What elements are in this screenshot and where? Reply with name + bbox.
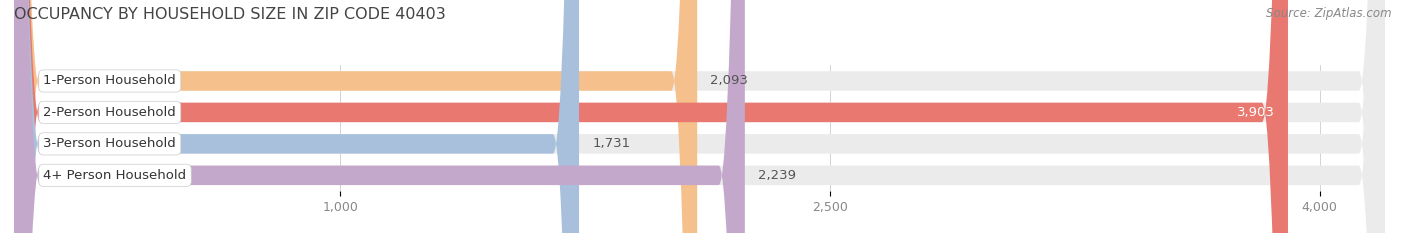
FancyBboxPatch shape xyxy=(14,0,1385,233)
FancyBboxPatch shape xyxy=(14,0,1385,233)
Text: Source: ZipAtlas.com: Source: ZipAtlas.com xyxy=(1267,7,1392,20)
Text: 1-Person Household: 1-Person Household xyxy=(44,75,176,87)
FancyBboxPatch shape xyxy=(14,0,1385,233)
Text: 3,903: 3,903 xyxy=(1237,106,1275,119)
Text: 3-Person Household: 3-Person Household xyxy=(44,137,176,150)
Text: 2,239: 2,239 xyxy=(758,169,796,182)
FancyBboxPatch shape xyxy=(14,0,579,233)
Text: 4+ Person Household: 4+ Person Household xyxy=(44,169,187,182)
FancyBboxPatch shape xyxy=(14,0,1288,233)
FancyBboxPatch shape xyxy=(14,0,1385,233)
Text: OCCUPANCY BY HOUSEHOLD SIZE IN ZIP CODE 40403: OCCUPANCY BY HOUSEHOLD SIZE IN ZIP CODE … xyxy=(14,7,446,22)
Text: 1,731: 1,731 xyxy=(592,137,630,150)
Text: 2,093: 2,093 xyxy=(710,75,748,87)
FancyBboxPatch shape xyxy=(14,0,697,233)
FancyBboxPatch shape xyxy=(14,0,745,233)
Text: 2-Person Household: 2-Person Household xyxy=(44,106,176,119)
